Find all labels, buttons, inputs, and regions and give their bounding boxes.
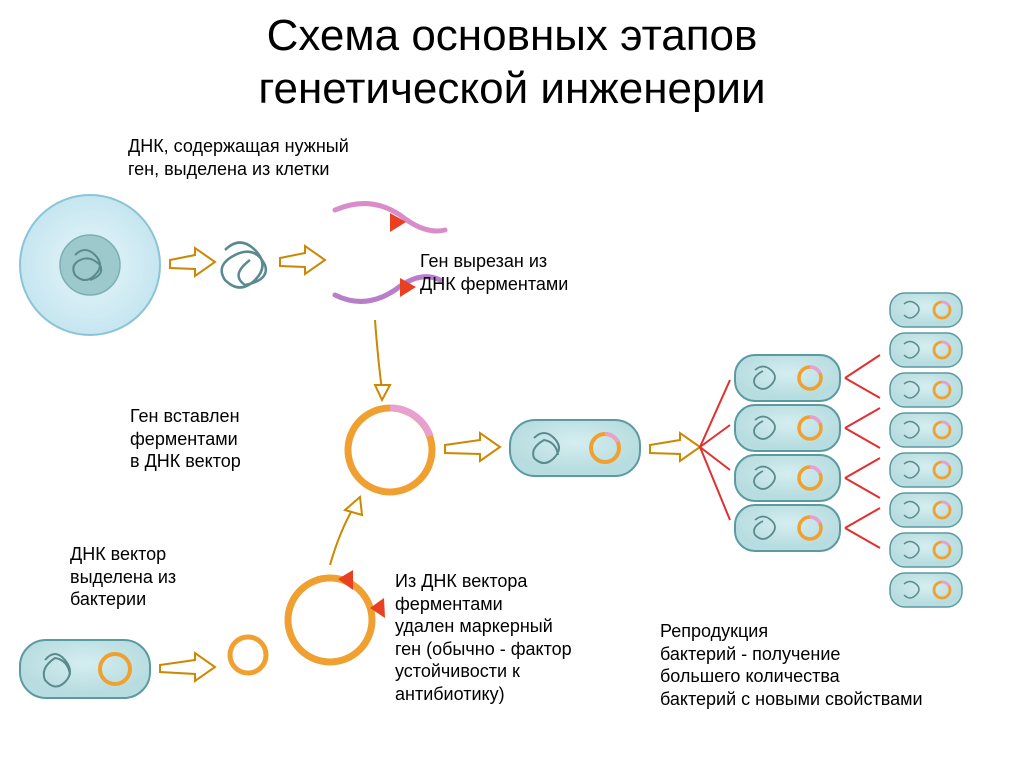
label-gene-inserted: Ген вставлен ферментами в ДНК вектор [130, 405, 241, 473]
arrow-icon [160, 653, 215, 681]
label-marker-removed: Из ДНК вектора ферментами удален маркерн… [395, 570, 572, 705]
division-lines-icon [700, 380, 730, 520]
arrow-icon [330, 497, 362, 565]
bacteria-group-final [890, 293, 962, 607]
arrow-icon [170, 248, 215, 276]
arrow-icon [375, 320, 390, 400]
label-vector-from-bacteria: ДНК вектор выделена из бактерии [70, 543, 176, 611]
dna-tangle-icon [222, 243, 266, 288]
arrow-icon [280, 246, 325, 274]
division-lines-right-icon [845, 355, 880, 548]
label-gene-cut: Ген вырезан из ДНК ферментами [420, 250, 568, 295]
small-plasmid-icon [230, 637, 266, 673]
label-reproduction: Репродукция бактерий - получение большег… [660, 620, 923, 710]
recombinant-plasmid-icon [348, 408, 432, 492]
source-bacterium-icon [20, 640, 150, 698]
plasmid-cut-icon [288, 570, 385, 662]
source-cell-icon [20, 195, 160, 335]
arrow-icon [650, 433, 700, 461]
bacteria-group-intermediate [735, 355, 840, 551]
label-dna-from-cell: ДНК, содержащая нужный ген, выделена из … [128, 135, 349, 180]
transformed-bacterium-icon [510, 420, 640, 476]
arrow-icon [445, 433, 500, 461]
